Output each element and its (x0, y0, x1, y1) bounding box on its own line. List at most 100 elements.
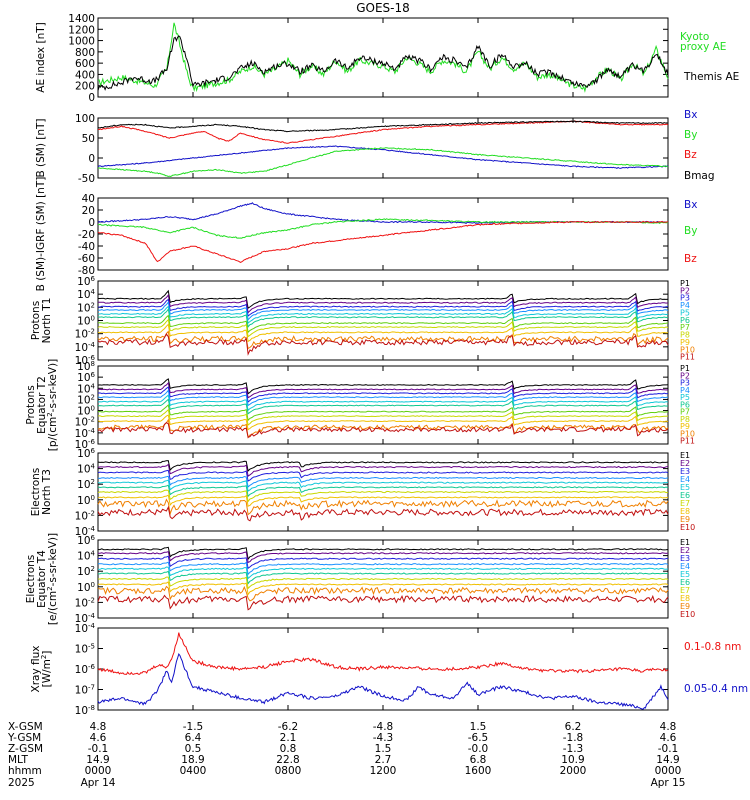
y-axis-label: AE index [nT] (35, 22, 47, 92)
series-line-bx (97, 145, 669, 169)
legend-entry: E5 (680, 570, 690, 579)
y-tick-label: 106 (77, 275, 95, 288)
x-axis-row-label: 2025 (8, 777, 35, 789)
legend-entry: E1 (680, 451, 690, 460)
legend-entry: Themis AE (683, 71, 739, 83)
legend-entry: Bz (684, 149, 697, 161)
x-tick-label: 0.8 (280, 743, 297, 755)
series-line-e4 (97, 475, 669, 488)
y-axis-label: Protons (25, 385, 37, 424)
y-tick-label: 0 (88, 217, 95, 229)
series-line-e7 (97, 576, 669, 590)
plot-title: GOES-18 (356, 1, 410, 15)
series-line-p5 (97, 394, 669, 412)
legend-entry: E3 (680, 554, 690, 563)
series-line-p6 (97, 307, 669, 328)
x-tick-label: Apr 14 (81, 777, 116, 789)
x-tick-label: 0400 (180, 765, 207, 777)
y-tick-label: 400 (75, 69, 95, 81)
y-axis-label: Protons (30, 301, 42, 340)
series-line-e8 (97, 581, 669, 596)
series-line-p11 (97, 333, 669, 356)
legend-entry: E4 (680, 475, 690, 484)
legend-entry: P1 (680, 279, 690, 288)
plot-frame (97, 627, 669, 711)
x-tick-label: 2.1 (280, 732, 297, 744)
plot-frame (97, 280, 669, 361)
x-tick-label: -4.3 (373, 732, 394, 744)
x-tick-label: 0800 (275, 765, 302, 777)
series-line-p8 (97, 408, 669, 426)
legend-entry: P1 (680, 364, 690, 373)
legend-entry: P4 (680, 301, 690, 310)
series-line-p2 (97, 294, 669, 314)
series-line-e8 (97, 494, 669, 507)
y-tick-label: 10-8 (75, 704, 95, 717)
y-tick-label: 104 (77, 463, 95, 476)
panel-bsm: 100 50 0 -50 B (SM) [nT] Bx By Bz Bmag (35, 109, 715, 185)
legend-entry: P11 (680, 353, 695, 362)
y-tick-label: 0 (88, 92, 95, 104)
legend-entry: By (684, 129, 697, 141)
legend-entry: P10 (680, 429, 695, 438)
series-line-p4 (97, 300, 669, 321)
x-tick-label: 0000 (655, 765, 682, 777)
legend-entry: E2 (680, 546, 690, 555)
legend-entry: P11 (680, 437, 695, 446)
y-tick-label: 600 (75, 58, 95, 70)
x-tick-label: 22.8 (276, 754, 299, 766)
x-tick-label: -1.5 (183, 721, 204, 733)
x-tick-label: 1.5 (470, 721, 487, 733)
legend-entry: P3 (680, 294, 690, 303)
legend-entry: P5 (680, 393, 690, 402)
x-tick-label: 0.5 (185, 743, 202, 755)
legend-entry: P7 (680, 323, 690, 332)
legend-entry: P6 (680, 316, 690, 325)
legend-entry: E7 (680, 499, 690, 508)
y-tick-label: 1000 (68, 36, 95, 48)
series-line-p7 (97, 404, 669, 422)
y-axis-label: [e/(cm2-s-sr-keV)] (46, 533, 59, 625)
legend-entry: E8 (680, 507, 690, 516)
y-tick-label: 102 (77, 478, 95, 491)
legend-entry: E1 (680, 538, 690, 547)
legend-entry: E3 (680, 467, 690, 476)
x-tick-label: 6.2 (565, 721, 582, 733)
legend-entry: P4 (680, 386, 690, 395)
legend-entry: P8 (680, 331, 690, 340)
legend-entry: E9 (680, 602, 690, 611)
y-tick-label: -60 (78, 253, 95, 265)
series-line-bx (97, 202, 669, 225)
legend-entry: Bx (684, 199, 697, 211)
legend-entry: Bx (684, 109, 697, 121)
x-tick-label: -0.0 (468, 743, 489, 755)
legend-entry: P5 (680, 308, 690, 317)
legend-entry: E7 (680, 586, 690, 595)
y-tick-label: -20 (78, 229, 95, 241)
legend-entry: P8 (680, 415, 690, 424)
x-tick-label: -4.8 (373, 721, 394, 733)
series-line-e9 (97, 585, 669, 602)
plot-frame (97, 365, 669, 445)
series-line-e2 (97, 463, 669, 477)
y-axis-label: B (SM) [nT] (35, 118, 47, 177)
legend-entry: E10 (680, 610, 695, 619)
x-axis-row-label: Y-GSM (7, 732, 41, 744)
series-line-e1 (97, 460, 669, 472)
y-tick-label: 10-2 (75, 596, 95, 609)
series-line-e6 (97, 570, 669, 585)
y-tick-label: 40 (82, 193, 95, 205)
x-tick-label: -0.1 (658, 743, 679, 755)
y-tick-label: 50 (82, 133, 95, 145)
legend-entry: P9 (680, 338, 690, 347)
legend-entry: E5 (680, 483, 690, 492)
legend-entry: E10 (680, 523, 695, 532)
y-tick-label: 100 (77, 494, 95, 507)
y-tick-label: -50 (78, 173, 95, 185)
legend-entry: P6 (680, 400, 690, 409)
x-tick-label: 1600 (465, 765, 492, 777)
y-tick-label: 100 (77, 581, 95, 594)
